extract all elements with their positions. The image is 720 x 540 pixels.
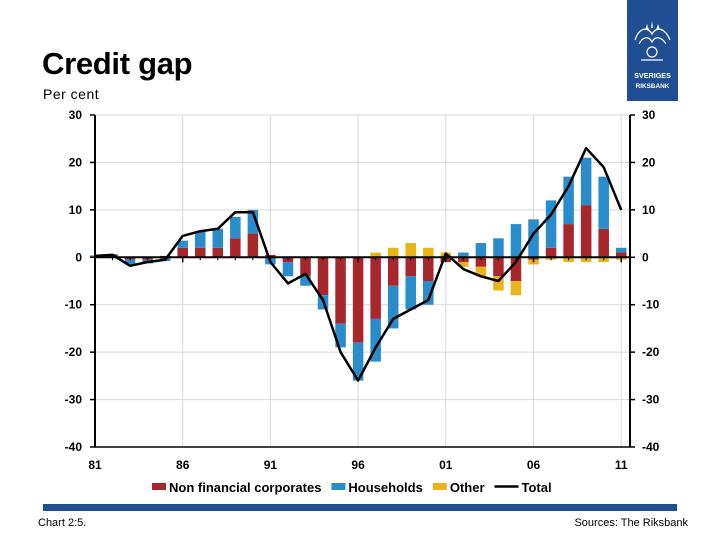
y-tick-label-left: -40	[65, 440, 83, 454]
bar-segment	[475, 243, 487, 258]
legend-label: Total	[522, 480, 552, 495]
bar-segment	[563, 224, 574, 258]
logo-text-line2: RIKSBANK	[636, 83, 670, 90]
bar-segment	[423, 257, 434, 281]
bar-segment	[370, 318, 381, 362]
y-tick-label-right: 0	[642, 250, 649, 264]
x-tick-label: 86	[176, 458, 190, 472]
bar-segment	[247, 233, 259, 258]
bar-segment	[598, 176, 609, 229]
bar-segment	[528, 219, 539, 258]
bar-segment	[247, 209, 259, 234]
y-tick-label-right: -10	[642, 298, 660, 312]
bar-segment	[230, 216, 241, 239]
bar-segment	[493, 238, 504, 258]
bar-segment	[194, 247, 206, 258]
bar-segment	[545, 247, 557, 258]
bar-segment	[510, 281, 522, 296]
legend-label: Other	[450, 480, 485, 495]
legend-swatch	[152, 483, 166, 490]
chart-unit-label: Per cent	[43, 86, 100, 102]
bar-segment	[317, 257, 329, 296]
bar-segment	[335, 257, 346, 324]
bar-segment	[212, 247, 224, 258]
bar-segment	[545, 200, 557, 248]
y-tick-label-right: 30	[642, 108, 656, 122]
bar-segment	[387, 257, 399, 286]
bar-segment	[352, 342, 364, 381]
bar-segment	[124, 259, 136, 265]
bar-segment	[387, 285, 399, 329]
bar-segment	[177, 240, 188, 248]
bar-segment	[510, 257, 522, 281]
bar-segment	[177, 247, 188, 258]
y-tick-label-left: 30	[69, 108, 83, 122]
y-tick-label-left: -20	[65, 345, 83, 359]
legend-label: Households	[348, 480, 422, 495]
bar-segment	[458, 262, 469, 267]
bar-segment	[335, 323, 346, 348]
x-tick-label: 91	[264, 458, 278, 472]
bar-segment	[423, 281, 434, 305]
bar-segment	[423, 247, 434, 258]
bar-segment	[405, 243, 416, 258]
bar-segment	[370, 257, 381, 319]
total-line	[94, 146, 623, 382]
bar-segment	[580, 205, 592, 258]
x-tick-label: 11	[615, 458, 628, 472]
chart-number: Chart 2:5.	[38, 517, 87, 529]
bar-segment	[300, 257, 311, 277]
y-tick-label-right: -30	[642, 393, 660, 407]
bar-segment	[194, 231, 206, 248]
x-tick-label: 01	[439, 458, 453, 472]
bar-segment	[230, 238, 241, 258]
logo-text-line1: SVERIGES	[634, 71, 671, 80]
bar-segment	[265, 254, 276, 258]
bar-segment	[458, 252, 469, 258]
axis-layer: 30 30 20 20 10 10 0 0 -10 -10 -20 -20 -30 -30 -40 -40 81…	[65, 108, 660, 472]
bar-segment	[598, 228, 609, 258]
y-tick-label-right: 20	[642, 155, 656, 169]
bar-segment	[212, 228, 224, 248]
y-tick-label-right: 10	[642, 203, 656, 217]
x-tick-label: 96	[351, 458, 365, 472]
bar-segment	[405, 257, 416, 277]
bar-segment	[510, 224, 522, 258]
bar-segment	[282, 262, 294, 277]
y-tick-label-right: -40	[642, 440, 660, 454]
y-tick-label-left: 10	[69, 203, 83, 217]
line-layer	[94, 146, 623, 382]
y-tick-label-right: -20	[642, 345, 660, 359]
legend-swatch	[432, 483, 447, 490]
legend-label: Non financial corporates	[169, 480, 321, 495]
legend-swatch	[331, 483, 346, 490]
bar-segment	[300, 276, 311, 286]
bar-segment	[405, 276, 416, 310]
bar-segment	[475, 266, 487, 277]
footer-bar	[43, 504, 677, 511]
bar-segment	[387, 247, 399, 258]
y-tick-label-left: 20	[69, 155, 83, 169]
riksbank-logo: SVERIGES RIKSBANK	[627, 0, 678, 101]
y-tick-label-left: 0	[75, 250, 82, 264]
y-tick-label-left: -30	[65, 393, 83, 407]
x-tick-label: 06	[527, 458, 541, 472]
bar-segment	[352, 257, 364, 343]
legend: Non financial corporates Households Other T…	[152, 480, 552, 495]
source-note: Sources: The Riksbank	[574, 517, 688, 529]
bar-segment	[493, 257, 504, 277]
bar-segment	[615, 247, 627, 253]
bar-segment	[493, 276, 504, 291]
bar-segment	[580, 157, 592, 206]
bar-segment	[475, 257, 487, 267]
bar-segment	[370, 252, 381, 258]
x-tick-label: 81	[88, 458, 102, 472]
page-title: Credit gap	[42, 46, 193, 81]
bar-segment	[563, 176, 574, 225]
bar-segment	[615, 252, 627, 258]
y-tick-label-left: -10	[65, 298, 83, 312]
